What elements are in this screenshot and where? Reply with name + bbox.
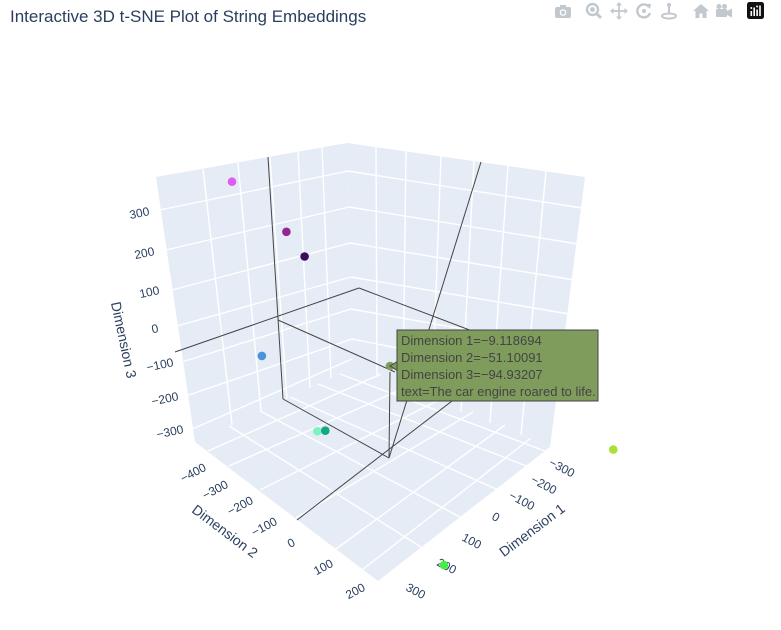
z-axis-title: Dimension 3 bbox=[108, 300, 140, 380]
orbit-rotation-icon[interactable] bbox=[635, 2, 653, 20]
tick-label: −100 bbox=[507, 488, 538, 513]
data-point[interactable] bbox=[321, 426, 330, 436]
reset-camera-icon[interactable] bbox=[692, 2, 710, 20]
data-point[interactable] bbox=[227, 177, 237, 186]
z-axis-ticks: 300 200 100 0 −100 −200 −300 bbox=[128, 204, 185, 441]
turntable-rotation-icon[interactable] bbox=[660, 2, 678, 20]
tick-label: 0 bbox=[285, 535, 298, 551]
floor-pane bbox=[195, 367, 550, 581]
hover-label: Dimension 1=−9.118694 Dimension 2=−51.10… bbox=[389, 329, 599, 402]
tick-label: −100 bbox=[249, 514, 280, 539]
tick-label: 300 bbox=[128, 204, 151, 222]
tick-label: 0 bbox=[490, 509, 503, 525]
plotly-logo-icon[interactable] bbox=[747, 2, 765, 20]
tick-label: −300 bbox=[547, 455, 578, 480]
data-point[interactable] bbox=[300, 252, 309, 261]
chart-title: Interactive 3D t-SNE Plot of String Embe… bbox=[10, 7, 367, 26]
tick-label: −200 bbox=[150, 389, 180, 408]
data-point[interactable] bbox=[257, 351, 267, 361]
camera-icon[interactable] bbox=[554, 2, 572, 20]
data-point[interactable] bbox=[609, 445, 618, 454]
zoom-icon[interactable] bbox=[585, 2, 603, 20]
hover-line: Dimension 3=−94.93207 bbox=[401, 367, 543, 382]
tick-label: −300 bbox=[155, 422, 185, 441]
tick-label: −200 bbox=[529, 472, 560, 497]
tick-label: −100 bbox=[145, 355, 175, 374]
data-point[interactable] bbox=[313, 426, 322, 436]
gridlines bbox=[159, 146, 583, 571]
last-save-camera-icon[interactable] bbox=[715, 2, 733, 20]
tick-label: 300 bbox=[404, 580, 429, 602]
tick-label: 200 bbox=[133, 244, 156, 262]
hover-line: Dimension 1=−9.118694 bbox=[401, 333, 542, 348]
data-point[interactable] bbox=[282, 227, 291, 237]
hover-box bbox=[396, 329, 599, 402]
data-point[interactable] bbox=[439, 560, 449, 570]
tick-label: −200 bbox=[225, 493, 256, 518]
tick-label: 100 bbox=[460, 530, 485, 552]
pan-icon[interactable] bbox=[610, 2, 628, 20]
tick-label: 200 bbox=[343, 580, 368, 602]
tick-label: 100 bbox=[138, 283, 161, 301]
hover-line: Dimension 2=−51.10091 bbox=[401, 350, 543, 365]
tick-label: 100 bbox=[311, 556, 336, 578]
tick-label: −400 bbox=[178, 460, 209, 485]
hover-line: text=The car engine roared to life. bbox=[401, 384, 596, 399]
tick-label: −300 bbox=[200, 477, 231, 502]
tick-label: 0 bbox=[150, 321, 160, 336]
